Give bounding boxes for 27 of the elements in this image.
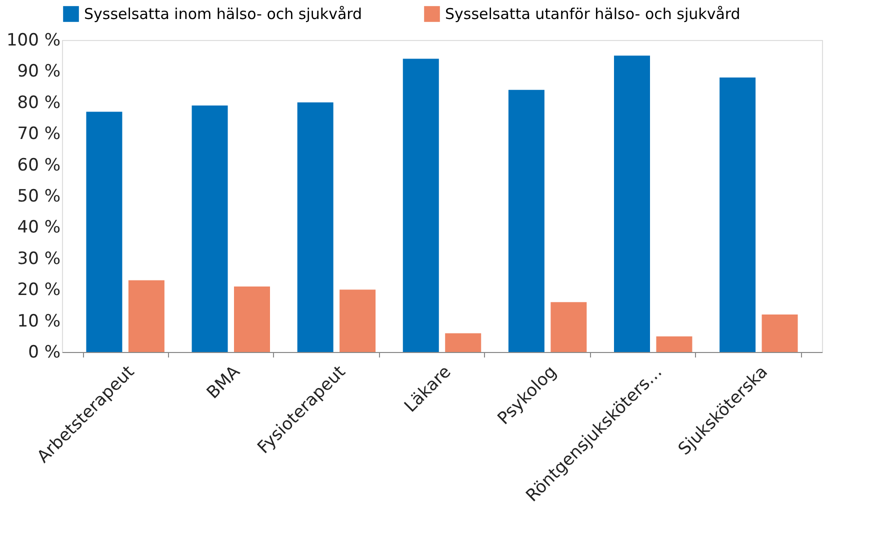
y-tick-label: 100 %: [6, 30, 60, 50]
bar: [128, 280, 164, 352]
y-tick-label: 90 %: [17, 62, 60, 82]
bar: [340, 290, 376, 352]
bar: [86, 112, 122, 352]
bar: [614, 56, 650, 352]
y-tick-label: 80 %: [17, 92, 60, 113]
bar: [445, 333, 482, 352]
y-tick-label: 60 %: [17, 155, 60, 176]
y-tick-label: 10 %: [17, 311, 60, 332]
bar: [550, 302, 587, 352]
y-tick-label: 40 %: [17, 218, 60, 238]
y-tick-label: 50 %: [17, 186, 60, 206]
bar: [508, 90, 544, 352]
bar: [720, 77, 756, 352]
y-tick-label: 70 %: [17, 124, 60, 144]
bar: [192, 106, 228, 352]
bar: [656, 336, 692, 352]
y-tick-label: 0 %: [28, 342, 60, 362]
legend-label: Sysselsatta utanför hälso- och sjukvård: [445, 5, 740, 23]
bar: [234, 286, 270, 352]
y-tick-label: 30 %: [17, 248, 60, 269]
bar: [297, 102, 334, 352]
legend-label: Sysselsatta inom hälso- och sjukvård: [84, 5, 362, 23]
bar: [762, 314, 798, 352]
y-tick-label: 20 %: [17, 280, 60, 300]
bar: [402, 58, 439, 352]
